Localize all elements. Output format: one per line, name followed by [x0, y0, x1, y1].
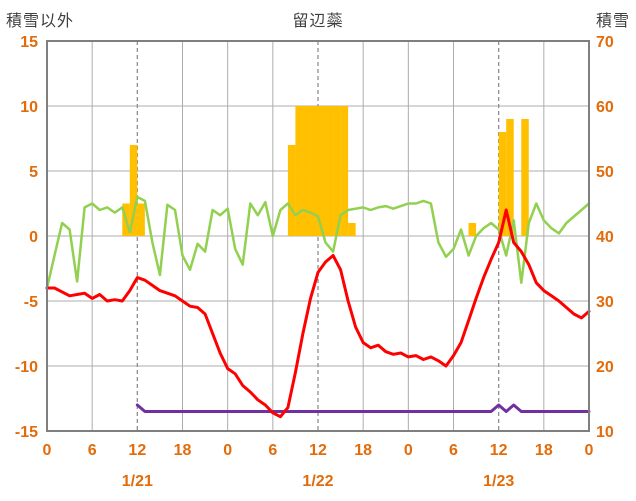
snow-depth-line — [135, 403, 591, 413]
precip-bar — [348, 223, 356, 236]
right-axis-tick: 20 — [596, 359, 614, 376]
right-axis-tick: 10 — [596, 424, 614, 441]
precip-bar — [137, 203, 145, 236]
x-axis-tick: 12 — [490, 442, 508, 459]
x-axis-date-label: 1/23 — [483, 473, 514, 490]
chart-title: 留辺蘂 — [292, 13, 344, 30]
temperature-line — [45, 208, 591, 419]
precip-bar — [468, 223, 477, 236]
left-axis-title: 積雪以外 — [6, 13, 75, 30]
x-axis-tick: 6 — [268, 442, 277, 459]
left-axis-tick: 10 — [20, 99, 38, 116]
x-axis-tick: 0 — [404, 442, 413, 459]
x-axis-date-label: 1/22 — [302, 473, 333, 490]
x-axis-tick: 18 — [174, 442, 192, 459]
precip-bar — [498, 132, 507, 236]
right-axis-tick: 50 — [596, 164, 614, 181]
x-axis-date-label: 1/21 — [122, 473, 153, 490]
precip-bar — [129, 145, 138, 236]
right-axis-tick: 40 — [596, 229, 614, 246]
x-axis-tick: 12 — [128, 442, 146, 459]
x-axis-tick: 6 — [88, 442, 97, 459]
plot-border — [46, 40, 590, 432]
precip-bar — [333, 106, 341, 236]
left-axis-tick: -10 — [15, 359, 38, 376]
precip-bar — [302, 106, 311, 236]
left-axis-tick: 5 — [29, 164, 38, 181]
x-axis-tick: 0 — [43, 442, 52, 459]
x-axis-tick: 6 — [449, 442, 458, 459]
precip-bar — [506, 119, 514, 236]
left-axis-tick: 0 — [29, 229, 38, 246]
x-axis-tick: 0 — [223, 442, 232, 459]
left-axis-tick: -5 — [24, 294, 38, 311]
right-axis-title: 積雪 — [595, 13, 630, 30]
precip-bar — [310, 106, 318, 236]
left-axis-tick: -15 — [15, 424, 38, 441]
x-axis-tick: 18 — [354, 442, 372, 459]
precip-bar — [318, 106, 326, 236]
x-axis-tick: 0 — [585, 442, 594, 459]
right-axis-tick: 30 — [596, 294, 614, 311]
left-axis-tick: 15 — [20, 34, 38, 51]
right-axis-tick: 60 — [596, 99, 614, 116]
right-axis-tick: 70 — [596, 34, 614, 51]
precip-bar — [521, 119, 529, 236]
precip-bar — [340, 106, 349, 236]
x-axis-tick: 12 — [309, 442, 327, 459]
green-line — [45, 195, 591, 290]
precip-bar — [287, 145, 296, 236]
precip-bar — [295, 106, 303, 236]
x-axis-tick: 18 — [535, 442, 553, 459]
precip-bar — [325, 106, 334, 236]
